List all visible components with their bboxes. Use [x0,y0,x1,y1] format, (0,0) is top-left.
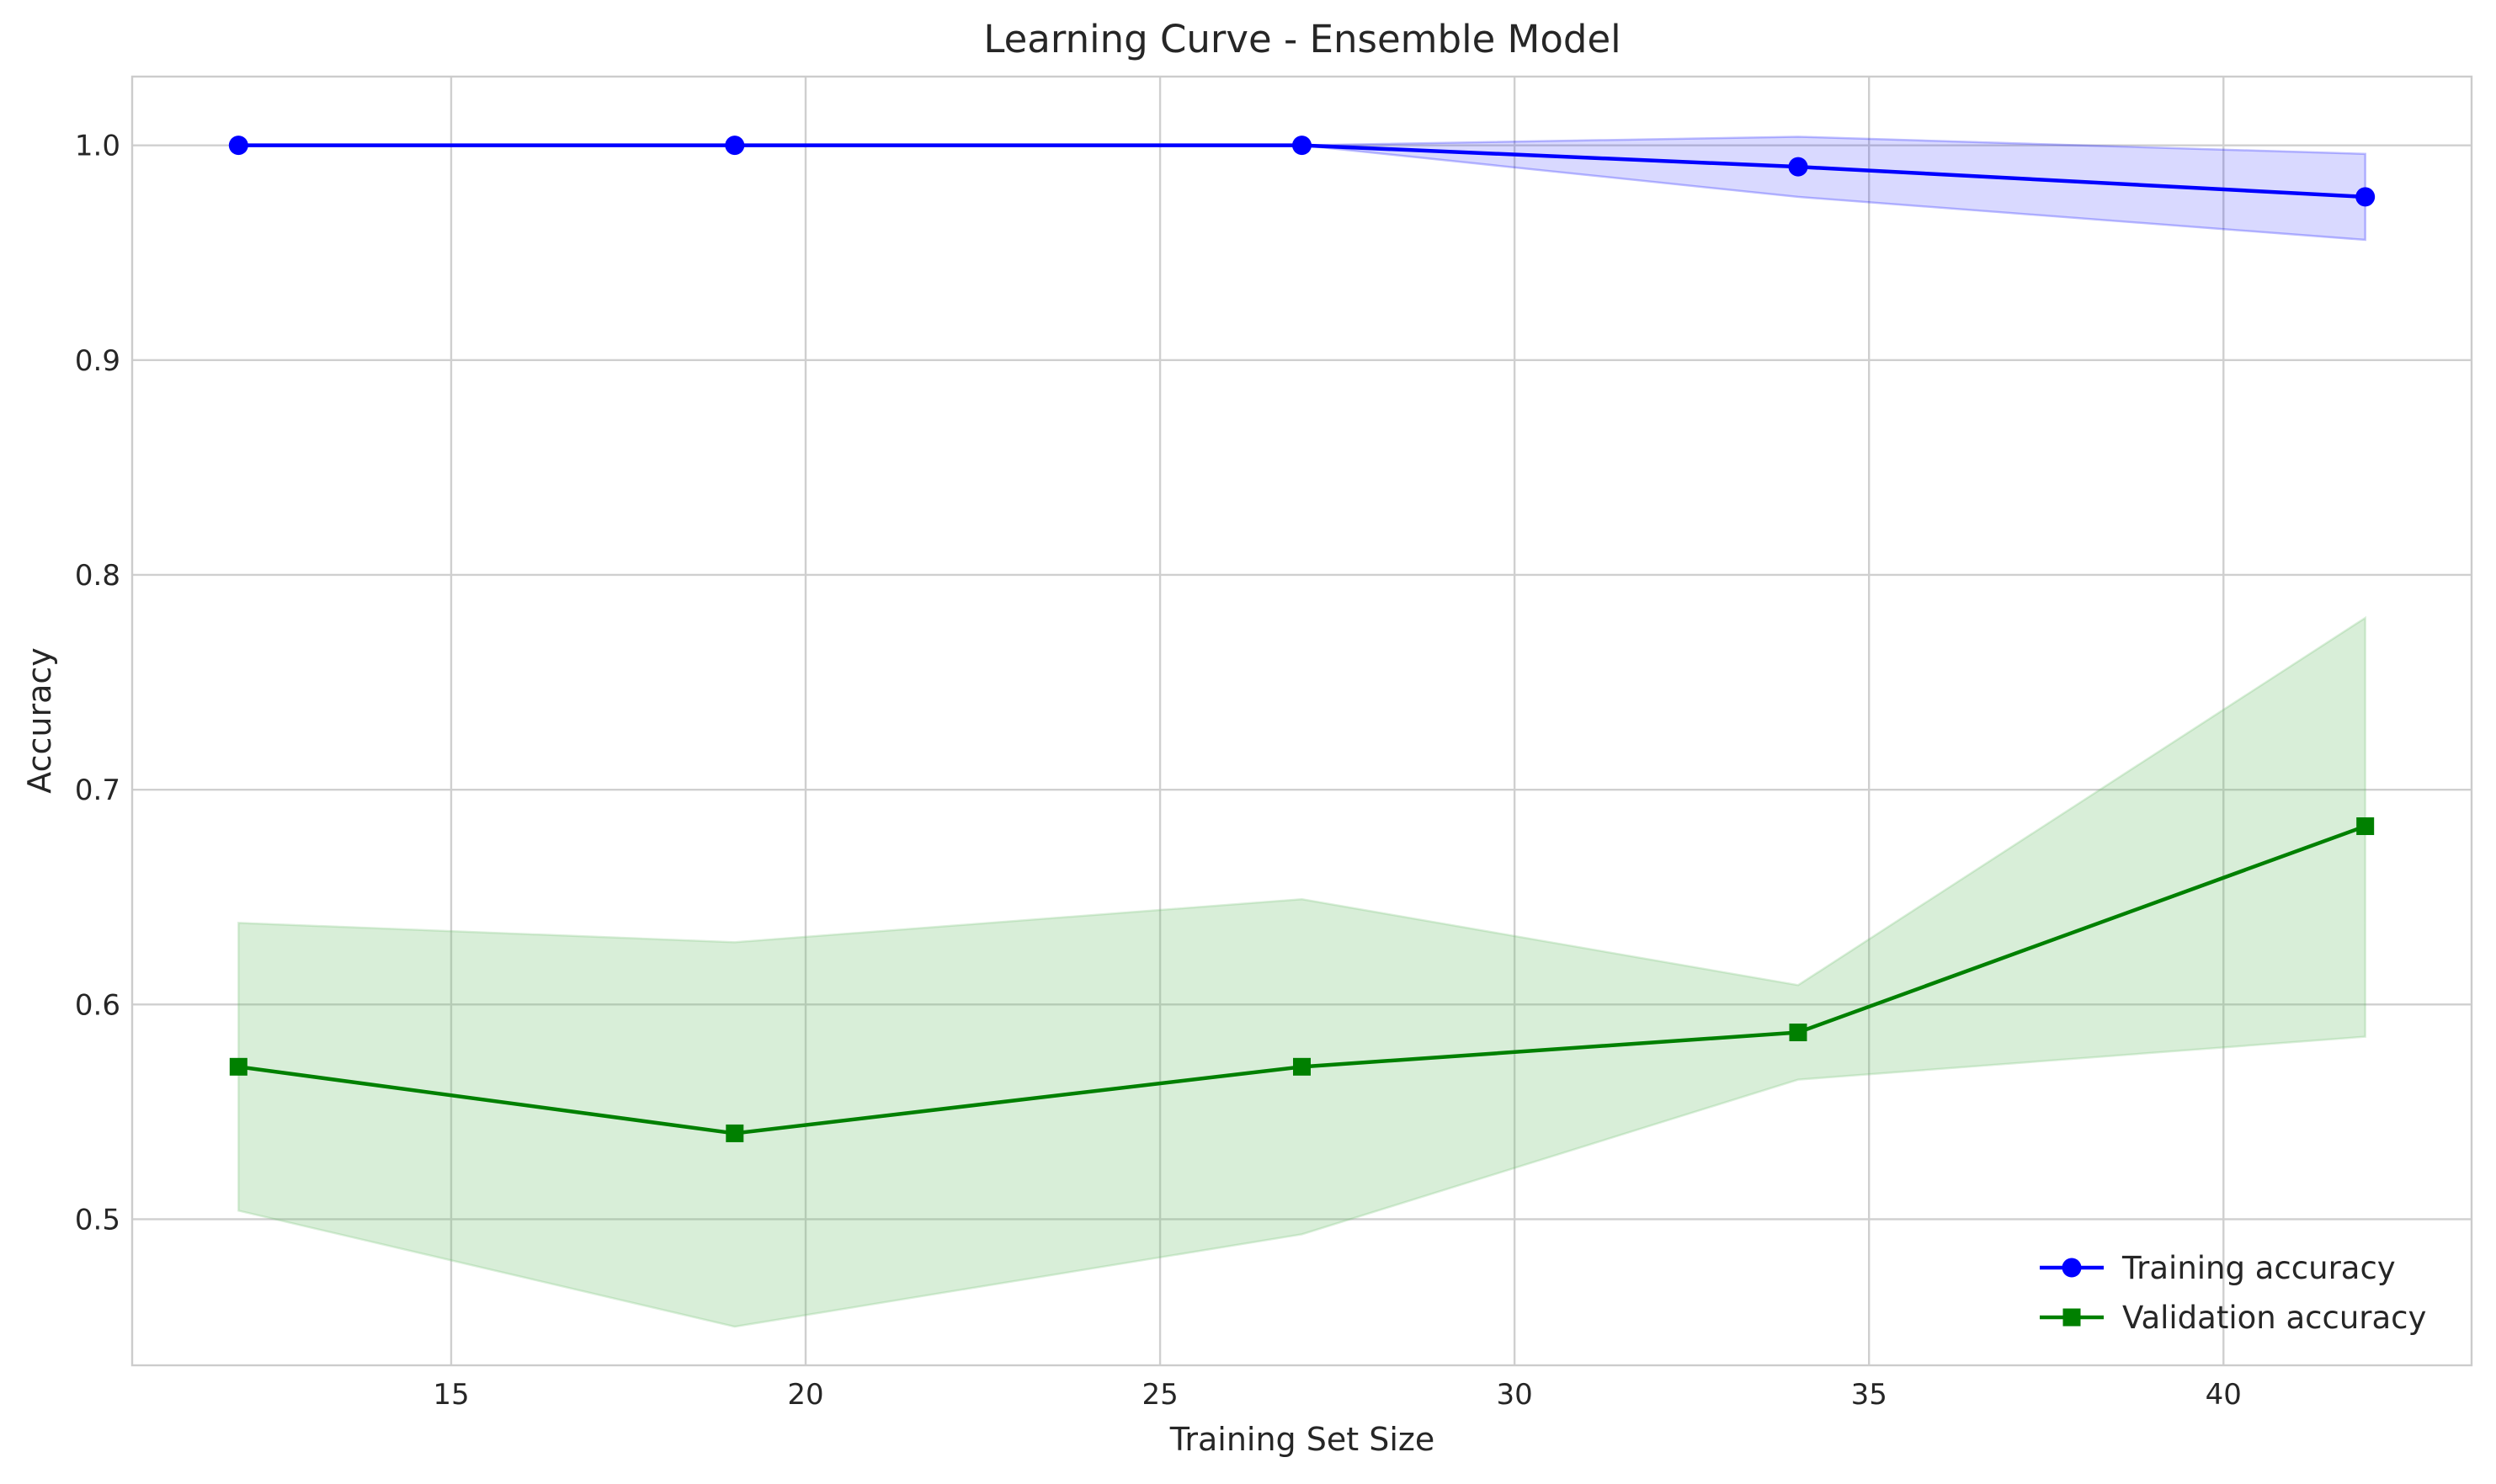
training-point [725,136,745,156]
chart-title: Learning Curve - Ensemble Model [983,17,1621,61]
legend-label-training: Training accuracy [2121,1250,2396,1286]
validation-point [1293,1057,1311,1076]
legend-marker-validation [2062,1308,2081,1327]
x-tick-labels: 15 20 25 30 35 40 [433,1378,2242,1412]
y-tick-label: 0.7 [75,774,120,807]
y-tick-label: 0.5 [75,1203,120,1237]
training-point [1292,136,1312,156]
y-tick-label: 0.6 [75,988,120,1022]
x-tick-label: 35 [1851,1378,1887,1412]
training-point [2355,187,2376,207]
y-tick-labels: 0.5 0.6 0.7 0.8 0.9 1.0 [75,130,120,1237]
series-markers [228,136,2376,1142]
x-tick-label: 30 [1497,1378,1533,1412]
y-tick-label: 0.8 [75,559,120,593]
training-point [228,136,248,156]
validation-point [2356,817,2375,836]
legend: Training accuracy Validation accuracy [2040,1250,2426,1336]
x-axis-label: Training Set Size [1169,1421,1435,1458]
x-tick-label: 20 [787,1378,823,1412]
y-axis-label: Accuracy [21,647,58,794]
y-tick-label: 0.9 [75,344,120,378]
x-tick-label: 25 [1142,1378,1178,1412]
validation-point [726,1124,744,1142]
plot-frame [130,75,2473,1367]
confidence-bands [237,136,2366,1328]
x-tick-label: 15 [433,1378,469,1412]
legend-marker-training [2062,1258,2082,1278]
y-tick-label: 1.0 [75,130,120,163]
x-tick-label: 40 [2206,1378,2242,1412]
validation-point [1789,1023,1807,1041]
band-validation [237,615,2366,1328]
training-point [1788,157,1808,177]
legend-label-validation: Validation accuracy [2122,1300,2426,1336]
validation-point [229,1057,247,1076]
